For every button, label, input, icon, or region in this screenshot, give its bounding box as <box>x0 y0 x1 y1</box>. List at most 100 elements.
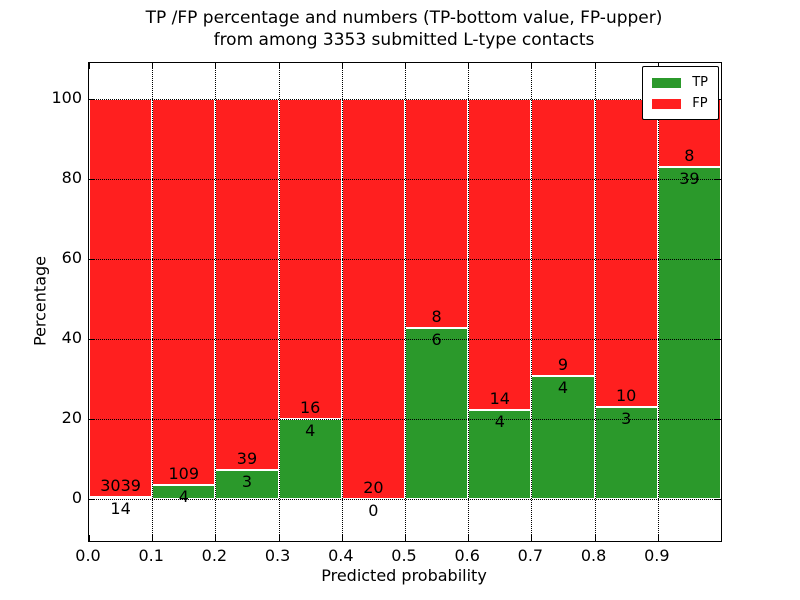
tick-mark <box>89 535 90 541</box>
tick-mark <box>278 535 280 541</box>
tick-mark <box>278 63 280 69</box>
tp-count-label: 39 <box>679 169 700 189</box>
fp-count-label: 109 <box>168 463 200 483</box>
fp-bar-segment <box>341 99 405 499</box>
tp-count-label: 0 <box>368 501 379 520</box>
x-tick-label: 0.8 <box>580 546 607 565</box>
fp-count-label: 3039 <box>100 476 141 496</box>
x-tick-label: 0.3 <box>264 546 291 565</box>
tick-mark <box>715 259 721 260</box>
fp-bar-segment <box>215 99 279 471</box>
fp-count-label: 20 <box>363 478 384 497</box>
tp-bar-segment <box>89 497 153 500</box>
gridline-vertical <box>152 63 154 541</box>
x-tick-label: 0.0 <box>75 546 101 565</box>
gridline-vertical <box>341 63 343 541</box>
legend-item: FP <box>652 93 708 114</box>
x-tick-label: 0.1 <box>138 546 164 565</box>
tick-mark <box>657 535 659 541</box>
legend-label: FP <box>692 96 708 111</box>
legend: TP FP <box>642 66 719 120</box>
tick-mark <box>89 99 95 100</box>
tick-mark <box>715 419 721 420</box>
tick-mark <box>715 179 721 180</box>
tick-mark <box>152 63 154 69</box>
fp-bar-segment <box>468 99 532 411</box>
fp-count-label: 8 <box>684 146 695 166</box>
y-tick-label: 100 <box>51 88 82 107</box>
tick-mark <box>215 63 217 69</box>
gridline-vertical <box>657 63 659 541</box>
tick-mark <box>215 535 217 541</box>
tick-mark <box>715 339 721 340</box>
gridline-horizontal <box>89 499 721 500</box>
x-tick-label: 0.5 <box>391 546 417 565</box>
tick-mark <box>89 63 90 69</box>
fp-bar-segment <box>405 99 469 328</box>
tp-bar-segment <box>278 419 342 499</box>
gridline-horizontal <box>89 339 721 340</box>
y-tick-label: 60 <box>61 248 82 267</box>
gridline-vertical <box>531 63 533 541</box>
tick-mark <box>405 535 406 541</box>
tp-count-label: 4 <box>305 421 316 440</box>
tick-mark <box>341 535 343 541</box>
fp-bar-segment <box>594 99 658 407</box>
tick-mark <box>89 179 95 180</box>
legend-item: TP <box>652 72 708 93</box>
fp-count-label: 10 <box>616 385 637 405</box>
tick-mark <box>405 63 406 69</box>
tick-mark <box>89 259 95 260</box>
tick-mark <box>468 535 470 541</box>
x-tick-label: 0.9 <box>644 546 670 565</box>
legend-swatch-tp <box>652 77 682 88</box>
legend-swatch-fp <box>652 98 682 109</box>
tick-mark <box>341 63 343 69</box>
x-tick-label: 0.6 <box>454 546 480 565</box>
x-tick-label: 0.7 <box>517 546 544 565</box>
tp-count-label: 3 <box>241 472 253 492</box>
gridline-horizontal <box>89 179 721 180</box>
gridline-horizontal <box>89 99 721 100</box>
tick-mark <box>594 63 596 69</box>
fp-count-label: 39 <box>236 449 258 469</box>
fp-count-label: 9 <box>557 354 569 374</box>
tp-count-label: 3 <box>621 408 632 428</box>
tp-count-label: 4 <box>494 412 505 432</box>
tp-count-label: 14 <box>110 499 131 519</box>
tick-mark <box>152 535 154 541</box>
gridline-vertical <box>405 63 406 541</box>
chart-title-line1: TP /FP percentage and numbers (TP-bottom… <box>145 8 663 28</box>
gridline-vertical <box>215 63 217 541</box>
fp-bar-segment <box>152 99 216 485</box>
tick-mark <box>715 499 721 500</box>
tick-mark <box>531 535 533 541</box>
tick-mark <box>89 499 95 500</box>
tick-mark <box>89 419 95 420</box>
tp-count-label: 6 <box>431 329 442 349</box>
gridline-horizontal <box>89 259 721 260</box>
gridline-vertical <box>278 63 280 541</box>
tp-bar-segment <box>405 327 469 499</box>
tp-bar-segment <box>657 167 721 499</box>
y-tick-label: 80 <box>61 168 82 187</box>
fp-bar-segment <box>89 99 153 498</box>
tp-count-label: 4 <box>178 486 189 506</box>
chart-title: TP /FP percentage and numbers (TP-bottom… <box>88 7 720 51</box>
x-axis-label: Predicted probability <box>321 566 487 585</box>
x-tick-label: 0.2 <box>201 546 228 565</box>
tick-mark <box>531 63 533 69</box>
tick-mark <box>89 339 95 340</box>
gridline-horizontal <box>89 419 721 420</box>
plot-area: TP FP 3039 14 109 4 39 3 16 4 20 0 8 6 14 4 9 4 10 3 8 39 <box>88 62 722 542</box>
y-tick-label: 0 <box>71 488 82 507</box>
fp-bar-segment <box>531 99 595 376</box>
chart-title-line2: from among 3353 submitted L-type contact… <box>213 30 595 50</box>
y-tick-label: 40 <box>61 328 82 347</box>
legend-label: TP <box>692 75 708 90</box>
fp-count-label: 8 <box>431 306 442 326</box>
tick-mark <box>594 535 596 541</box>
fp-count-label: 16 <box>300 398 321 417</box>
x-tick-label: 0.4 <box>328 546 354 565</box>
